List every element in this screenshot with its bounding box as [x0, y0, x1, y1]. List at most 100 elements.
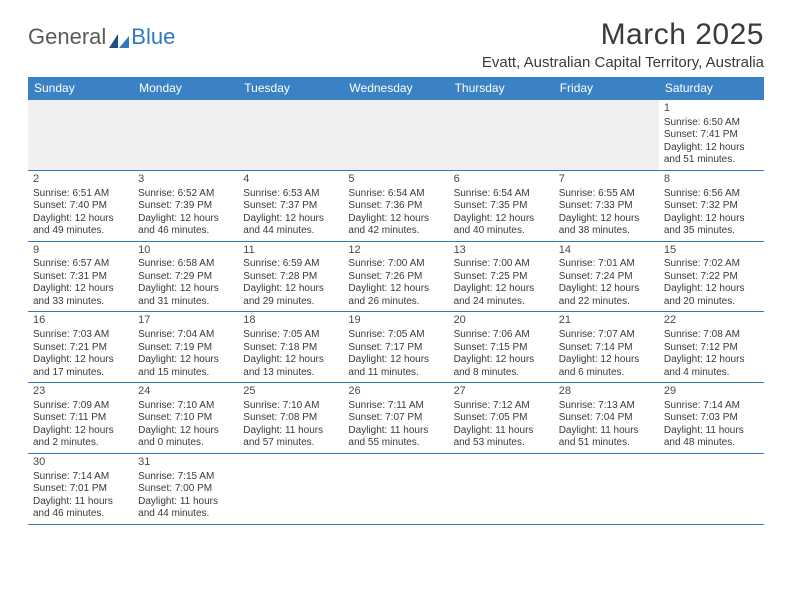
- daylight-text: Daylight: 12 hours: [348, 354, 443, 367]
- daylight-text: and 17 minutes.: [33, 367, 128, 380]
- daylight-text: and 33 minutes.: [33, 296, 128, 309]
- daylight-text: and 0 minutes.: [138, 437, 233, 450]
- day-cell: 25Sunrise: 7:10 AMSunset: 7:08 PMDayligh…: [238, 383, 343, 453]
- day-number: 23: [33, 385, 128, 399]
- sunrise-text: Sunrise: 6:51 AM: [33, 188, 128, 201]
- day-number: 30: [33, 456, 128, 470]
- daylight-text: and 22 minutes.: [559, 296, 654, 309]
- sunset-text: Sunset: 7:35 PM: [454, 200, 549, 213]
- sunrise-text: Sunrise: 7:10 AM: [243, 400, 338, 413]
- day-cell: 28Sunrise: 7:13 AMSunset: 7:04 PMDayligh…: [554, 383, 659, 453]
- sunset-text: Sunset: 7:00 PM: [138, 483, 233, 496]
- sunrise-text: Sunrise: 7:05 AM: [243, 329, 338, 342]
- logo-text-blue: Blue: [131, 24, 175, 50]
- day-cell: 13Sunrise: 7:00 AMSunset: 7:25 PMDayligh…: [449, 242, 554, 312]
- daylight-text: Daylight: 11 hours: [559, 425, 654, 438]
- sunrise-text: Sunrise: 6:54 AM: [454, 188, 549, 201]
- daylight-text: Daylight: 12 hours: [243, 354, 338, 367]
- sunrise-text: Sunrise: 7:04 AM: [138, 329, 233, 342]
- sunrise-text: Sunrise: 6:59 AM: [243, 258, 338, 271]
- sunset-text: Sunset: 7:04 PM: [559, 412, 654, 425]
- day-number: 12: [348, 244, 443, 258]
- daylight-text: and 15 minutes.: [138, 367, 233, 380]
- day-cell: 19Sunrise: 7:05 AMSunset: 7:17 PMDayligh…: [343, 312, 448, 382]
- day-cell: 7Sunrise: 6:55 AMSunset: 7:33 PMDaylight…: [554, 171, 659, 241]
- sunrise-text: Sunrise: 6:54 AM: [348, 188, 443, 201]
- sunset-text: Sunset: 7:07 PM: [348, 412, 443, 425]
- daylight-text: and 35 minutes.: [664, 225, 759, 238]
- daylight-text: Daylight: 12 hours: [454, 354, 549, 367]
- daylight-text: and 48 minutes.: [664, 437, 759, 450]
- day-number: 9: [33, 244, 128, 258]
- daylight-text: Daylight: 11 hours: [33, 496, 128, 509]
- day-cell: [238, 100, 343, 170]
- sunset-text: Sunset: 7:12 PM: [664, 342, 759, 355]
- week-row: 30Sunrise: 7:14 AMSunset: 7:01 PMDayligh…: [28, 454, 764, 525]
- day-cell: 20Sunrise: 7:06 AMSunset: 7:15 PMDayligh…: [449, 312, 554, 382]
- daylight-text: Daylight: 12 hours: [559, 213, 654, 226]
- sunrise-text: Sunrise: 6:55 AM: [559, 188, 654, 201]
- day-number: 25: [243, 385, 338, 399]
- day-number: 11: [243, 244, 338, 258]
- sunset-text: Sunset: 7:33 PM: [559, 200, 654, 213]
- sunset-text: Sunset: 7:08 PM: [243, 412, 338, 425]
- sunset-text: Sunset: 7:05 PM: [454, 412, 549, 425]
- dayname-sunday: Sunday: [28, 77, 133, 100]
- dayname-header-row: Sunday Monday Tuesday Wednesday Thursday…: [28, 77, 764, 100]
- sunrise-text: Sunrise: 7:12 AM: [454, 400, 549, 413]
- week-row: 23Sunrise: 7:09 AMSunset: 7:11 PM Dayligh…: [28, 383, 764, 454]
- week-row: 16Sunrise: 7:03 AMSunset: 7:21 PMDayligh…: [28, 312, 764, 383]
- sunrise-text: Sunrise: 7:07 AM: [559, 329, 654, 342]
- daylight-text: and 38 minutes.: [559, 225, 654, 238]
- day-number: 19: [348, 314, 443, 328]
- daylight-text: Daylight: 12 hours: [33, 283, 128, 296]
- day-cell: [343, 100, 448, 170]
- daylight-text: and 51 minutes.: [664, 154, 759, 167]
- day-number: 31: [138, 456, 233, 470]
- sunset-text: Sunset: 7:28 PM: [243, 271, 338, 284]
- sunset-text: Sunset: 7:15 PM: [454, 342, 549, 355]
- dayname-friday: Friday: [554, 77, 659, 100]
- day-cell: 10Sunrise: 6:58 AMSunset: 7:29 PMDayligh…: [133, 242, 238, 312]
- daylight-text: Daylight: 12 hours: [348, 213, 443, 226]
- dayname-thursday: Thursday: [449, 77, 554, 100]
- day-cell: 2Sunrise: 6:51 AMSunset: 7:40 PMDaylight…: [28, 171, 133, 241]
- sunset-text: Sunset: 7:10 PM: [138, 412, 233, 425]
- day-number: 14: [559, 244, 654, 258]
- sunset-text: Sunset: 7:11 PM: [33, 412, 128, 425]
- daylight-text: and 49 minutes.: [33, 225, 128, 238]
- day-number: 27: [454, 385, 549, 399]
- daylight-text: Daylight: 12 hours: [138, 425, 233, 438]
- daylight-text: and 11 minutes.: [348, 367, 443, 380]
- sunset-text: Sunset: 7:18 PM: [243, 342, 338, 355]
- sunrise-text: Sunrise: 7:13 AM: [559, 400, 654, 413]
- week-row: 9Sunrise: 6:57 AMSunset: 7:31 PMDaylight…: [28, 242, 764, 313]
- sunrise-text: Sunrise: 7:14 AM: [664, 400, 759, 413]
- daylight-text: and 46 minutes.: [138, 225, 233, 238]
- daylight-text: Daylight: 12 hours: [559, 283, 654, 296]
- day-cell: 24Sunrise: 7:10 AMSunset: 7:10 PMDayligh…: [133, 383, 238, 453]
- daylight-text: Daylight: 12 hours: [348, 283, 443, 296]
- daylight-text: Daylight: 11 hours: [664, 425, 759, 438]
- sunset-text: Sunset: 7:32 PM: [664, 200, 759, 213]
- daylight-text: and 4 minutes.: [664, 367, 759, 380]
- day-number: 8: [664, 173, 759, 187]
- day-number: 24: [138, 385, 233, 399]
- day-cell: 5Sunrise: 6:54 AMSunset: 7:36 PMDaylight…: [343, 171, 448, 241]
- day-cell: 4Sunrise: 6:53 AMSunset: 7:37 PMDaylight…: [238, 171, 343, 241]
- daylight-text: Daylight: 12 hours: [664, 213, 759, 226]
- sunrise-text: Sunrise: 7:09 AM: [33, 400, 128, 413]
- daylight-text: and 24 minutes.: [454, 296, 549, 309]
- day-cell: 22Sunrise: 7:08 AMSunset: 7:12 PMDayligh…: [659, 312, 764, 382]
- daylight-text: Daylight: 11 hours: [138, 496, 233, 509]
- day-cell: 1Sunrise: 6:50 AMSunset: 7:41 PMDaylight…: [659, 100, 764, 170]
- dayname-saturday: Saturday: [659, 77, 764, 100]
- day-number: 7: [559, 173, 654, 187]
- daylight-text: Daylight: 12 hours: [454, 283, 549, 296]
- day-cell: 12Sunrise: 7:00 AMSunset: 7:26 PMDayligh…: [343, 242, 448, 312]
- page: General Blue March 2025 Evatt, Australia…: [0, 0, 792, 535]
- sunset-text: Sunset: 7:17 PM: [348, 342, 443, 355]
- sunrise-text: Sunrise: 7:05 AM: [348, 329, 443, 342]
- daylight-text: and 31 minutes.: [138, 296, 233, 309]
- day-cell: [554, 100, 659, 170]
